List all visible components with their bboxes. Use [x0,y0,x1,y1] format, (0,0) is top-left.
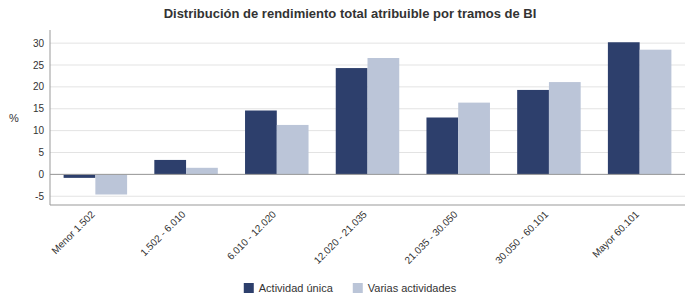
x-tick-label: 30.050 - 60.101 [493,208,551,266]
y-tick-label: 25 [33,60,45,71]
bar [458,103,490,175]
grid-line [50,174,685,175]
chart-container: Distribución de rendimiento total atribu… [0,0,700,300]
y-tick-label: 30 [33,38,45,49]
bar [426,118,458,175]
bar [336,68,368,174]
legend-swatch [353,283,363,293]
bar [154,160,186,174]
y-tick-label: 10 [33,125,45,136]
bar [64,174,96,178]
bar [277,125,309,174]
legend-swatch [244,283,254,293]
grid-line [50,43,685,44]
y-tick-label: -5 [35,191,44,202]
y-tick-label: 15 [33,103,45,114]
legend-item: Varias actividades [353,282,457,294]
grid-line [50,196,685,197]
bar [186,168,218,175]
bar [608,42,640,174]
legend-label: Actividad única [259,282,334,294]
bar [368,58,400,174]
x-tick-label: Mayor 60.101 [590,208,641,259]
bar [549,82,581,174]
grid [50,43,685,196]
y-axis-label: % [9,112,19,124]
legend-item: Actividad única [244,282,334,294]
y-tick-label: 5 [38,147,44,158]
bars [64,42,672,194]
x-axis-line [50,205,685,206]
zero-line [50,174,685,175]
title: Distribución de rendimiento total atribu… [164,6,537,21]
x-tick-label: 21.035 - 30.050 [402,208,460,266]
bar [640,50,672,175]
chart: Distribución de rendimiento total atribu… [0,0,700,300]
y-tick-label: 20 [33,81,45,92]
bar [245,111,277,175]
y-axis-line [50,30,51,205]
x-tick-label: 6.010 - 12.020 [225,208,279,262]
legend-label: Varias actividades [368,282,457,294]
bar [95,174,127,194]
x-tick-label: Menor 1.502 [49,208,97,256]
bar [517,90,549,174]
x-tick-label: 1.502 - 6.010 [138,208,188,258]
x-tick-label: 12.020 - 21.035 [312,208,370,266]
legend: Actividad única Varias actividades [244,282,457,294]
y-tick-label: 0 [38,169,44,180]
